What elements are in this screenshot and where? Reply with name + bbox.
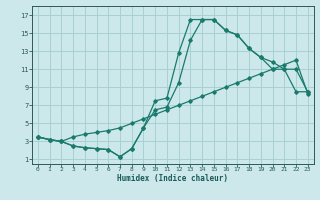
X-axis label: Humidex (Indice chaleur): Humidex (Indice chaleur) xyxy=(117,174,228,183)
